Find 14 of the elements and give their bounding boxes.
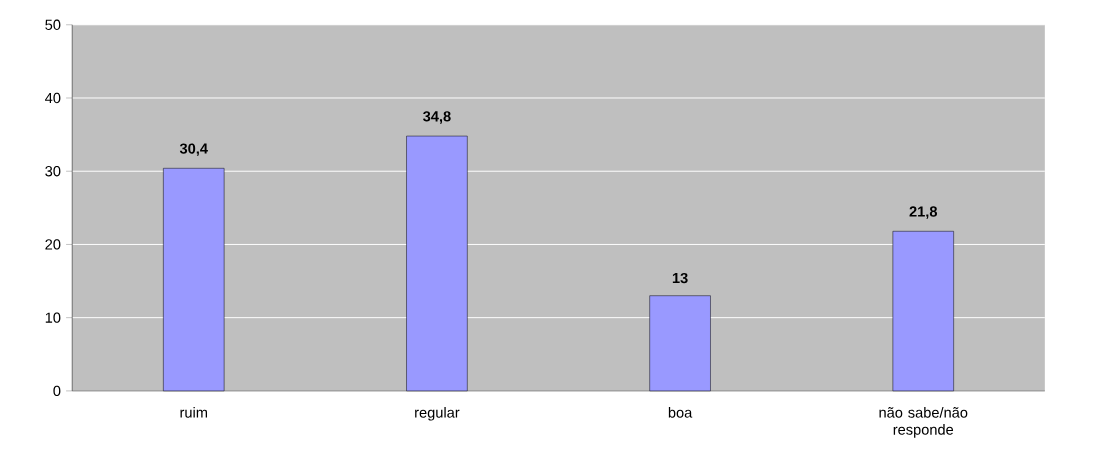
data-label: 21,8: [909, 206, 938, 219]
data-label: 13: [672, 272, 688, 284]
x-tick-label: não sabe/não responde: [879, 406, 968, 438]
y-tick-label: 50: [45, 19, 61, 30]
data-label: 30,4: [179, 143, 208, 156]
x-tick-label: boa: [668, 406, 693, 418]
data-label: 34,8: [423, 110, 451, 124]
y-tick-label: 40: [45, 92, 61, 103]
y-tick-label: 20: [45, 239, 61, 250]
y-tick-label: 0: [53, 385, 61, 396]
x-tick-label: regular: [415, 406, 460, 421]
y-tick-label: 10: [45, 312, 61, 323]
x-tick-label: ruim: [180, 406, 208, 418]
y-tick-label: 30: [45, 165, 61, 177]
